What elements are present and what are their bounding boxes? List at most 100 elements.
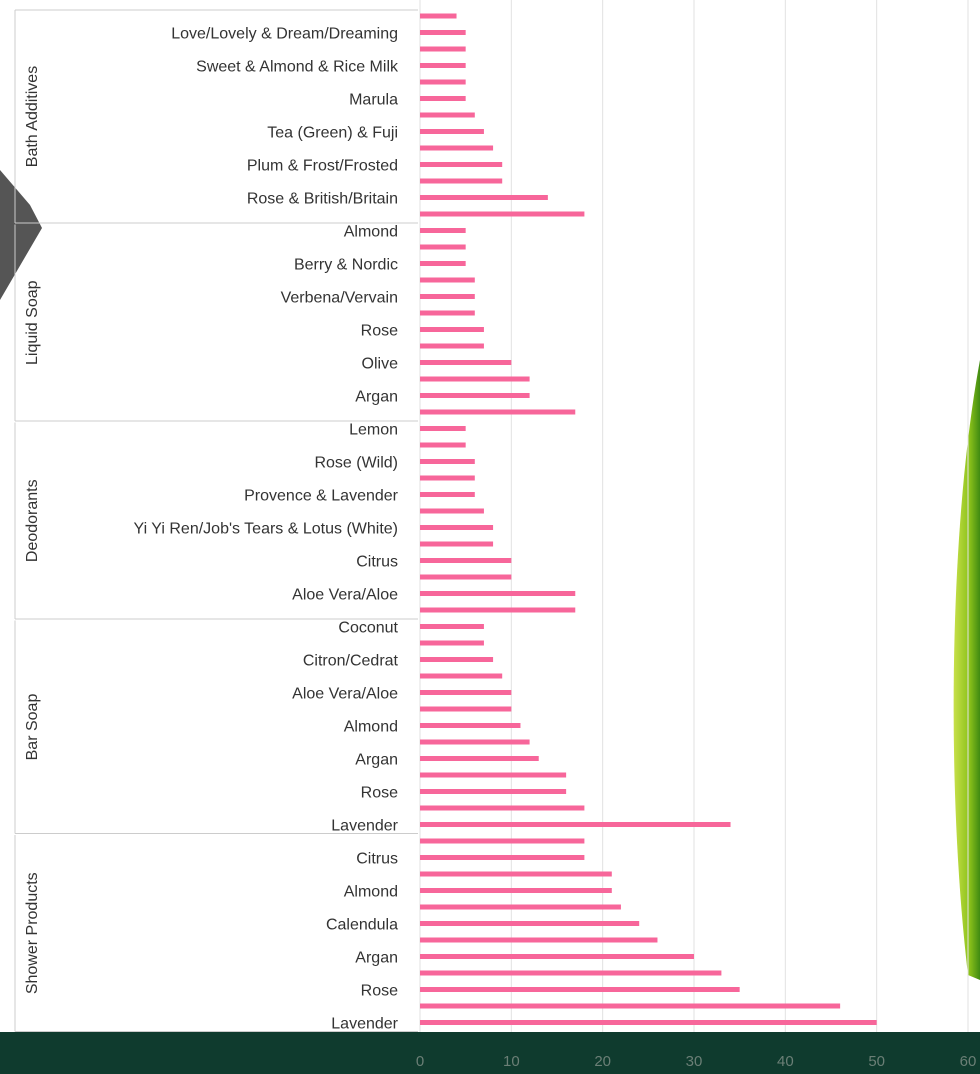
bar [420, 607, 576, 613]
y-tick-label: Tea (Green) & Fuji [267, 125, 398, 142]
y-tick-label: Olive [362, 356, 399, 373]
bar [420, 640, 484, 646]
bar [420, 756, 539, 761]
bar [420, 343, 484, 349]
x-tick-label: 20 [594, 1053, 611, 1070]
y-tick-label: Almond [344, 719, 398, 736]
decoration [0, 170, 42, 300]
bar [420, 327, 484, 332]
bar [420, 591, 576, 596]
y-tick-label: Almond [344, 224, 398, 241]
x-tick-label: 50 [868, 1053, 885, 1070]
bar [420, 409, 576, 415]
bar [420, 706, 512, 712]
bar [420, 211, 585, 217]
y-tick-label: Almond [344, 884, 398, 901]
x-tick-label: 30 [686, 1053, 703, 1070]
bar [420, 657, 494, 662]
y-tick-label: Berry & Nordic [294, 257, 398, 274]
bar [420, 624, 484, 629]
y-tick-label: Rose [361, 983, 398, 1000]
x-tick-label: 0 [416, 1053, 424, 1070]
bar [420, 723, 521, 728]
y-tick-label: Marula [349, 92, 398, 109]
y-tick-label: Provence & Lavender [244, 488, 399, 505]
bar [420, 690, 512, 695]
y-tick-label: Love/Lovely & Dream/Dreaming [171, 26, 398, 43]
group-label: Liquid Soap [24, 280, 41, 365]
bar [420, 162, 503, 167]
bar [420, 921, 640, 926]
y-tick-label: Citrus [356, 554, 398, 571]
bar [420, 442, 466, 448]
group-label: Deodorants [24, 479, 41, 562]
y-tick-label: Rose & British/Britain [247, 191, 398, 208]
bar [420, 970, 722, 976]
bar [420, 822, 731, 827]
bar [420, 838, 585, 844]
bar [420, 277, 475, 283]
y-tick-label: Argan [355, 752, 398, 769]
bar [420, 46, 466, 52]
x-tick-label: 60 [960, 1053, 977, 1070]
y-tick-label: Sweet & Almond & Rice Milk [196, 59, 399, 76]
group-label: Bath Additives [24, 66, 41, 167]
bar [420, 904, 621, 910]
bar [420, 558, 512, 563]
bar [420, 855, 585, 860]
bar [420, 178, 503, 184]
bar [420, 393, 530, 398]
bar [420, 1003, 841, 1009]
bar [420, 112, 475, 118]
bar [420, 888, 612, 893]
bar [420, 492, 475, 497]
bar [420, 195, 548, 200]
bar [420, 79, 466, 85]
bar [420, 508, 484, 514]
bar [420, 541, 494, 547]
bar [420, 673, 503, 679]
bar [420, 360, 512, 365]
group-label: Shower Products [24, 872, 41, 994]
y-tick-label: Lavender [331, 1016, 398, 1033]
bar [420, 805, 585, 811]
y-tick-label: Rose (Wild) [314, 455, 398, 472]
bar [420, 96, 466, 101]
bar [420, 30, 466, 35]
bar [420, 459, 475, 464]
y-tick-label: Argan [355, 389, 398, 406]
bar [420, 129, 484, 134]
bar [420, 772, 567, 778]
bar [420, 63, 466, 68]
bar [420, 310, 475, 316]
y-tick-label: Rose [361, 785, 398, 802]
y-tick-label: Aloe Vera/Aloe [292, 686, 398, 703]
bar [420, 525, 494, 530]
bar [420, 475, 475, 481]
bar [420, 261, 466, 266]
x-tick-label: 40 [777, 1053, 794, 1070]
bar [420, 987, 740, 992]
decoration [953, 360, 980, 980]
footer-band [0, 1032, 980, 1074]
bar [420, 954, 694, 959]
y-tick-label: Argan [355, 950, 398, 967]
group-label: Bar Soap [24, 694, 41, 761]
bar [420, 426, 466, 431]
bar [420, 244, 466, 250]
bar [420, 228, 466, 233]
y-tick-label: Yi Yi Ren/Job's Tears & Lotus (White) [134, 521, 399, 538]
y-tick-label: Lemon [349, 422, 398, 439]
y-tick-label: Plum & Frost/Frosted [247, 158, 398, 175]
bar [420, 937, 658, 943]
y-tick-label: Verbena/Vervain [281, 290, 398, 307]
bar [420, 574, 512, 580]
bar [420, 1020, 877, 1025]
bar [420, 871, 612, 877]
y-tick-label: Coconut [338, 620, 398, 637]
y-tick-label: Citrus [356, 851, 398, 868]
y-tick-label: Citron/Cedrat [303, 653, 399, 670]
bar [420, 739, 530, 745]
bar [420, 145, 494, 151]
